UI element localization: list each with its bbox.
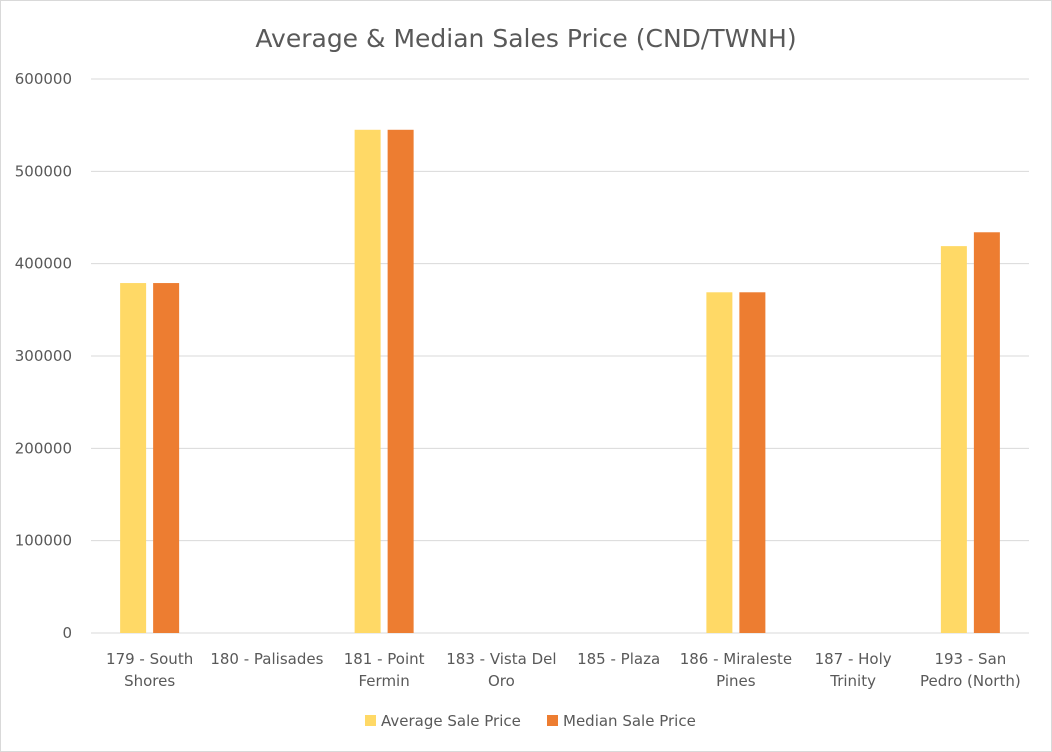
x-category-line: Pines xyxy=(716,672,756,690)
legend: Average Sale Price Median Sale Price xyxy=(365,712,696,730)
legend-label: Median Sale Price xyxy=(563,712,696,730)
y-tick-label: 200000 xyxy=(15,439,72,457)
x-category-line: Fermin xyxy=(359,672,410,690)
x-category-line: 183 - Vista Del xyxy=(446,650,556,668)
x-category-label: 183 - Vista Del Oro xyxy=(446,650,556,690)
x-category-line: Shores xyxy=(124,672,175,690)
x-category-label: 179 - South Shores xyxy=(106,650,193,690)
legend-swatch xyxy=(547,715,558,726)
bar-median-sale-price xyxy=(153,283,180,633)
x-category-line: 180 - Palisades xyxy=(210,650,323,668)
y-tick-label: 400000 xyxy=(15,255,72,273)
x-category-label: 185 - Plaza xyxy=(577,650,660,668)
bar-median-sale-price xyxy=(387,129,414,634)
bar-average-sale-price xyxy=(706,292,733,633)
x-axis-categories: 179 - South Shores 180 - Palisades 181 - Po… xyxy=(106,650,1021,690)
bar-average-sale-price xyxy=(940,246,967,633)
x-category-line: 187 - Holy xyxy=(815,650,892,668)
bar-average-sale-price xyxy=(120,283,147,633)
x-category-label: 181 - Point Fermin xyxy=(344,650,425,690)
x-category-line: 181 - Point xyxy=(344,650,425,668)
legend-swatch xyxy=(365,715,376,726)
x-category-label: 193 - San Pedro (North) xyxy=(920,650,1021,690)
x-category-line: Trinity xyxy=(829,672,876,690)
y-tick-label: 0 xyxy=(62,624,72,642)
x-category-line: 185 - Plaza xyxy=(577,650,660,668)
bar-median-sale-price xyxy=(973,232,1000,634)
x-category-line: Oro xyxy=(488,672,515,690)
x-category-label: 186 - Miraleste Pines xyxy=(680,650,792,690)
x-category-label: 187 - Holy Trinity xyxy=(815,650,892,690)
y-tick-label: 600000 xyxy=(15,70,72,88)
bar-median-sale-price xyxy=(739,292,766,633)
x-category-line: Pedro (North) xyxy=(920,672,1021,690)
y-tick-label: 100000 xyxy=(15,532,72,550)
y-tick-label: 500000 xyxy=(15,162,72,180)
x-category-line: 186 - Miraleste xyxy=(680,650,792,668)
x-category-line: 179 - South xyxy=(106,650,193,668)
chart-title: Average & Median Sales Price (CND/TWNH) xyxy=(255,24,796,53)
y-tick-label: 300000 xyxy=(15,347,72,365)
gridlines xyxy=(91,78,1029,634)
legend-label: Average Sale Price xyxy=(381,712,521,730)
bars xyxy=(120,129,1000,634)
x-category-label: 180 - Palisades xyxy=(210,650,323,668)
bar-average-sale-price xyxy=(354,129,381,634)
y-axis-ticks: 0 100000 200000 300000 400000 500000 600000 xyxy=(15,70,72,642)
x-category-line: 193 - San xyxy=(934,650,1006,668)
